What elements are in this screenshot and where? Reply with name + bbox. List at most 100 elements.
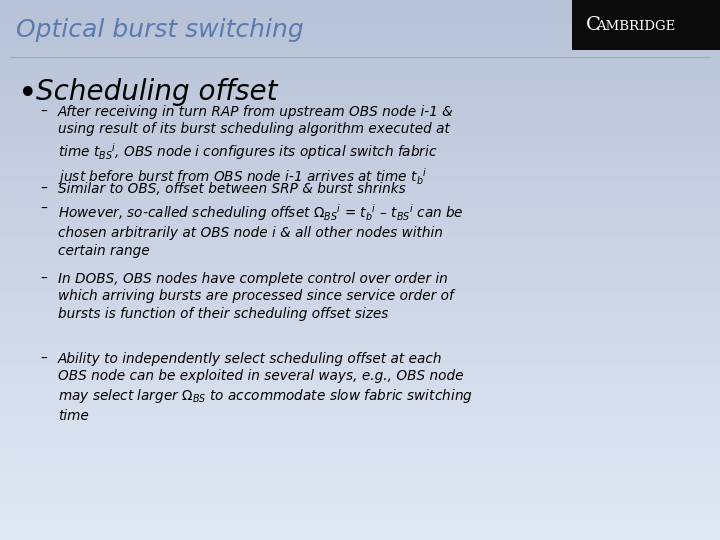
Bar: [0, 444, 720, 447]
Bar: [0, 274, 720, 275]
Bar: [0, 216, 720, 218]
Bar: [0, 76, 720, 77]
Bar: [0, 200, 720, 201]
Text: –: –: [40, 272, 47, 286]
Bar: [0, 214, 720, 216]
Bar: [0, 66, 720, 69]
Bar: [0, 286, 720, 288]
Bar: [0, 135, 720, 137]
Bar: [0, 275, 720, 277]
Bar: [0, 266, 720, 268]
Bar: [0, 349, 720, 351]
Bar: [0, 498, 720, 501]
Bar: [0, 12, 720, 15]
Bar: [0, 85, 720, 86]
Bar: [0, 258, 720, 259]
Bar: [0, 290, 720, 292]
Bar: [0, 529, 720, 531]
Bar: [0, 239, 720, 241]
Bar: [0, 382, 720, 383]
Bar: [0, 387, 720, 389]
Bar: [0, 110, 720, 112]
Bar: [0, 0, 720, 2]
FancyBboxPatch shape: [572, 0, 720, 50]
Bar: [0, 270, 720, 272]
Bar: [0, 171, 720, 173]
Bar: [0, 16, 720, 18]
Bar: [0, 340, 720, 342]
Bar: [0, 394, 720, 396]
Bar: [0, 369, 720, 371]
Bar: [0, 463, 720, 464]
Bar: [0, 97, 720, 99]
Bar: [0, 306, 720, 308]
Bar: [0, 160, 720, 162]
Bar: [0, 479, 720, 481]
Bar: [0, 177, 720, 178]
Bar: [0, 59, 720, 61]
Bar: [0, 437, 720, 439]
Bar: [0, 371, 720, 373]
Bar: [0, 74, 720, 76]
Bar: [0, 376, 720, 378]
Bar: [0, 447, 720, 448]
Bar: [0, 461, 720, 463]
Bar: [0, 277, 720, 279]
Bar: [0, 31, 720, 32]
Bar: [0, 385, 720, 387]
Bar: [0, 347, 720, 349]
Bar: [0, 396, 720, 398]
Bar: [0, 223, 720, 225]
Bar: [0, 511, 720, 513]
Bar: [0, 140, 720, 142]
Bar: [0, 32, 720, 34]
Bar: [0, 322, 720, 324]
Bar: [0, 83, 720, 85]
Bar: [0, 439, 720, 441]
Bar: [0, 61, 720, 63]
Bar: [0, 180, 720, 182]
Bar: [0, 128, 720, 130]
Bar: [0, 430, 720, 432]
Bar: [0, 353, 720, 355]
Bar: [0, 528, 720, 529]
Bar: [0, 389, 720, 390]
Bar: [0, 79, 720, 81]
Bar: [0, 281, 720, 282]
Bar: [0, 538, 720, 540]
Bar: [0, 454, 720, 455]
Bar: [0, 4, 720, 5]
Bar: [0, 486, 720, 488]
Bar: [0, 518, 720, 520]
Bar: [0, 400, 720, 401]
Bar: [0, 355, 720, 356]
Bar: [0, 96, 720, 97]
Bar: [0, 185, 720, 187]
Bar: [0, 54, 720, 56]
Bar: [0, 432, 720, 434]
Bar: [0, 331, 720, 333]
Bar: [0, 189, 720, 191]
Bar: [0, 336, 720, 339]
Bar: [0, 234, 720, 236]
Text: After receiving in turn RAP from upstream OBS node i-1 &
using result of its bur: After receiving in turn RAP from upstrea…: [58, 105, 454, 187]
Bar: [0, 184, 720, 185]
Bar: [0, 390, 720, 393]
Bar: [0, 245, 720, 247]
Bar: [0, 130, 720, 131]
Bar: [0, 297, 720, 299]
Text: –: –: [40, 105, 47, 119]
Bar: [0, 536, 720, 538]
Bar: [0, 282, 720, 285]
Bar: [0, 362, 720, 363]
Bar: [0, 515, 720, 517]
Bar: [0, 104, 720, 106]
Bar: [0, 212, 720, 214]
Bar: [0, 38, 720, 39]
Text: –: –: [40, 202, 47, 216]
Bar: [0, 2, 720, 4]
Bar: [0, 92, 720, 93]
Bar: [0, 455, 720, 457]
Bar: [0, 90, 720, 92]
Bar: [0, 248, 720, 250]
